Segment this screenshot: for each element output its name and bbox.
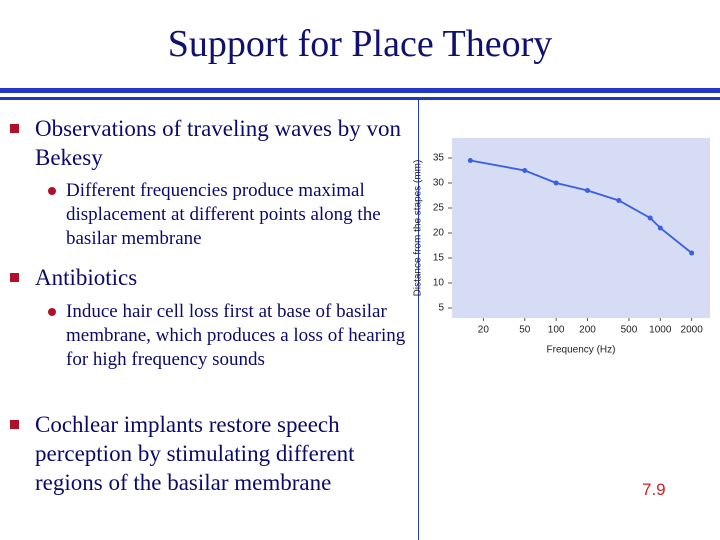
sub-bullet-icon — [48, 187, 56, 195]
x-tick-label: 500 — [621, 325, 638, 336]
point — [689, 250, 695, 256]
x-tick-label: 50 — [519, 325, 531, 336]
y-tick-label: 30 — [433, 178, 445, 189]
x-axis-label: Frequency (Hz) — [547, 345, 616, 355]
x-tick-label: 1000 — [649, 325, 672, 336]
slide-title: Support for Place Theory — [167, 23, 553, 65]
bullet: Cochlear implants restore speech percept… — [35, 412, 355, 495]
y-tick-label: 25 — [433, 203, 445, 214]
y-tick-label: 10 — [433, 278, 445, 289]
y-tick-label: 15 — [433, 253, 445, 264]
x-tick-label: 2000 — [681, 325, 704, 336]
y-axis-label: Distance from the stapes (mm) — [413, 160, 424, 297]
divider — [418, 100, 419, 540]
sub-bullet-icon — [48, 308, 56, 316]
bullet-icon — [10, 273, 19, 282]
point — [553, 180, 559, 186]
point — [585, 188, 591, 193]
bullet-icon — [10, 420, 19, 429]
x-tick-label: 200 — [579, 325, 596, 336]
rule — [0, 97, 720, 100]
x-tick-label: 20 — [478, 325, 490, 336]
point — [647, 215, 653, 221]
sub-bullet: Different frequencies produce maximal di… — [66, 180, 381, 249]
y-tick-label: 20 — [433, 228, 445, 239]
bullet: Antibiotics — [35, 265, 138, 290]
point — [522, 168, 528, 173]
y-tick-label: 35 — [433, 153, 445, 164]
point — [616, 198, 622, 203]
sub-bullet: Induce hair cell loss first at base of b… — [66, 301, 406, 370]
rule — [0, 88, 720, 93]
plot-area — [452, 138, 710, 318]
y-tick-label: 5 — [438, 303, 444, 314]
bullet-icon — [10, 124, 19, 133]
point — [467, 158, 473, 163]
bullet: Observations of traveling waves by von B… — [35, 116, 402, 170]
x-tick-label: 100 — [548, 325, 565, 336]
point — [657, 225, 663, 231]
chart: 5 10 15 20 25 30 35 20 50 100 200 500 1000 2000 Freque… — [413, 138, 710, 355]
slide-number: 7.9 — [642, 480, 666, 499]
